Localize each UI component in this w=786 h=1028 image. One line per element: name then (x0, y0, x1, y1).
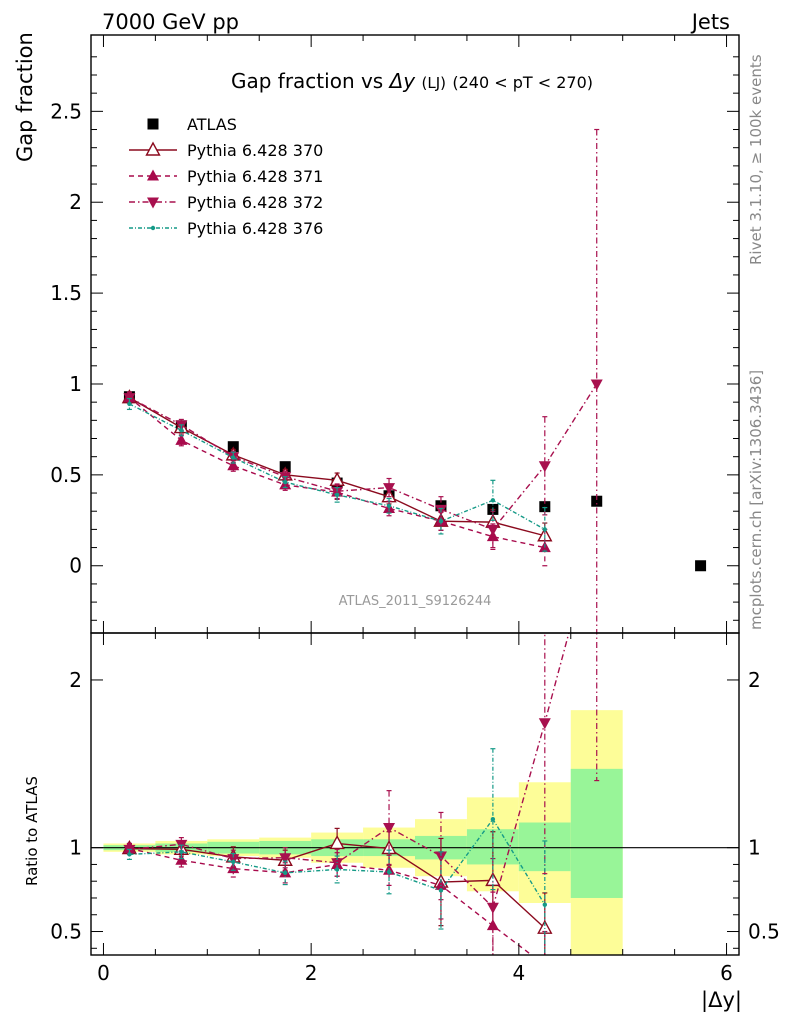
ratio-point-p372-4 (331, 858, 344, 870)
legend-label-p372: Pythia 6.428 372 (187, 193, 323, 212)
analysis-watermark: ATLAS_2011_S9126244 (339, 594, 492, 609)
main-point-p376-7 (490, 498, 496, 503)
main-ytick-label-5: 2.5 (50, 99, 82, 123)
main-ylabel: Gap fraction (13, 32, 37, 162)
ratio-point-p376-4 (334, 867, 340, 872)
main-ytick-label-2: 1 (69, 372, 82, 396)
main-point-p372-4 (331, 486, 344, 498)
ratio-point-p376-2 (231, 859, 236, 865)
ratio-point-p371-1 (175, 853, 188, 865)
main-point-p372-9 (590, 379, 603, 391)
main-plot (121, 128, 707, 633)
main-point-p376-4 (334, 492, 340, 498)
main-series-data (123, 391, 707, 572)
ratio-point-p372-8 (538, 718, 551, 730)
main-point-p376-8 (542, 527, 548, 532)
main-line-p372 (129, 383, 598, 531)
axes: 0 2 4 6 0 0.5 1 1.5 2 2.5 0.5 0.5 1 1 2 2 (50, 34, 780, 985)
band-green-9 (570, 768, 623, 898)
plot-title: Gap fraction vs Δy (LJ) (240 < pT < 270) (231, 69, 593, 93)
legend-item-p376: Pythia 6.428 376 (129, 219, 323, 238)
ratio-ytick-label-right-0: 0.5 (748, 920, 780, 944)
legend-item-data: ATLAS (147, 115, 237, 134)
ratio-point-p372-7 (486, 902, 499, 914)
main-ytick-label-1: 0.5 (50, 463, 82, 487)
xtick-label-0: 0 (97, 961, 110, 985)
legend-item-p370: Pythia 6.428 370 (129, 141, 323, 160)
main-point-p376-5 (386, 503, 392, 508)
main-point-data-10 (695, 560, 707, 572)
ratio-point-p376-0 (127, 852, 132, 857)
ratio-point-p372-5 (383, 823, 396, 835)
main-point-p376-2 (231, 455, 236, 460)
ratio-point-p371-7 (486, 919, 499, 931)
ratio-point-p370-4 (329, 835, 345, 850)
main-line-p376 (129, 403, 546, 531)
ratio-point-p371-8 (539, 959, 551, 970)
collision-label: 7000 GeV pp (102, 10, 239, 34)
legend-label-data: ATLAS (187, 115, 237, 134)
main-line-p370 (129, 397, 545, 537)
ratio-ytick-label-2: 2 (69, 668, 82, 692)
process-label: Jets (690, 10, 730, 34)
title-lj: (LJ) (421, 74, 446, 92)
legend-item-p371: Pythia 6.428 371 (129, 167, 323, 186)
ratio-ytick-label-0: 0.5 (50, 920, 82, 944)
ratio-point-p376-6 (438, 888, 444, 893)
title-main: Gap fraction vs (231, 69, 383, 93)
ratio-ytick-label-right-2: 2 (748, 668, 761, 692)
ratio-point-p376-7 (490, 816, 496, 822)
ratio-point-p376-5 (386, 869, 392, 875)
xtick-label-1: 2 (305, 961, 318, 985)
main-point-p372-8 (538, 461, 551, 473)
legend-item-p372: Pythia 6.428 372 (129, 193, 323, 212)
legend-marker-p372 (147, 197, 159, 209)
rivet-label: Rivet 3.1.10, ≥ 100k events (747, 54, 765, 265)
title-range: (240 < pT < 270) (452, 73, 593, 92)
ratio-line-p372 (129, 633, 570, 909)
main-point-p372-7 (486, 524, 499, 536)
legend-label-p370: Pythia 6.428 370 (187, 141, 323, 160)
main-series-p372 (123, 128, 603, 633)
legend-label-p371: Pythia 6.428 371 (187, 167, 323, 186)
ratio-point-p376-3 (282, 870, 288, 876)
main-point-p376-6 (438, 519, 444, 524)
ratio-frame (90, 632, 740, 956)
main-point-p376-3 (282, 479, 288, 485)
main-point-p376-0 (127, 401, 132, 407)
main-series-p370 (121, 389, 553, 550)
ratio-point-p371-2 (227, 862, 240, 874)
main-series-p376 (126, 397, 548, 552)
legend-marker-p376 (150, 225, 156, 231)
ratio-ylabel: Ratio to ATLAS (23, 776, 41, 886)
main-point-p371-2 (227, 459, 240, 471)
ratio-ytick-label-1: 1 (69, 836, 82, 860)
main-point-data-9 (591, 495, 603, 507)
ratio-point-p372-3 (279, 853, 292, 865)
xtick-label-3: 6 (720, 961, 733, 985)
ratio-point-p372-6 (434, 851, 447, 863)
main-point-p376-1 (179, 428, 184, 433)
legend-marker-p370 (145, 141, 161, 156)
ratio-plot (91, 633, 739, 970)
legend-marker-data (147, 118, 159, 130)
main-point-p371-1 (175, 433, 188, 445)
x-axis-label: |Δy| (701, 988, 742, 1013)
ratio-ytick-label-right-1: 1 (748, 836, 761, 860)
main-ytick-label-3: 1.5 (50, 281, 82, 305)
title-delta: Δy (388, 69, 417, 93)
ratio-point-p376-8 (542, 902, 548, 907)
legend-label-p376: Pythia 6.428 376 (187, 219, 323, 238)
mcplots-label: mcplots.cern.ch [arXiv:1306.3436] (747, 370, 765, 630)
xtick-label-2: 4 (512, 961, 525, 985)
main-point-data-8 (539, 501, 551, 513)
legend: ATLAS Pythia 6.428 370 Pythia 6.428 371 Pyt… (129, 115, 323, 238)
main-point-p372-5 (383, 483, 396, 495)
ratio-series-p376 (126, 748, 548, 955)
main-ytick-label-4: 2 (69, 190, 82, 214)
main-ytick-label-0: 0 (69, 554, 82, 578)
legend-marker-p371 (147, 169, 159, 181)
ratio-point-p376-1 (179, 849, 184, 855)
